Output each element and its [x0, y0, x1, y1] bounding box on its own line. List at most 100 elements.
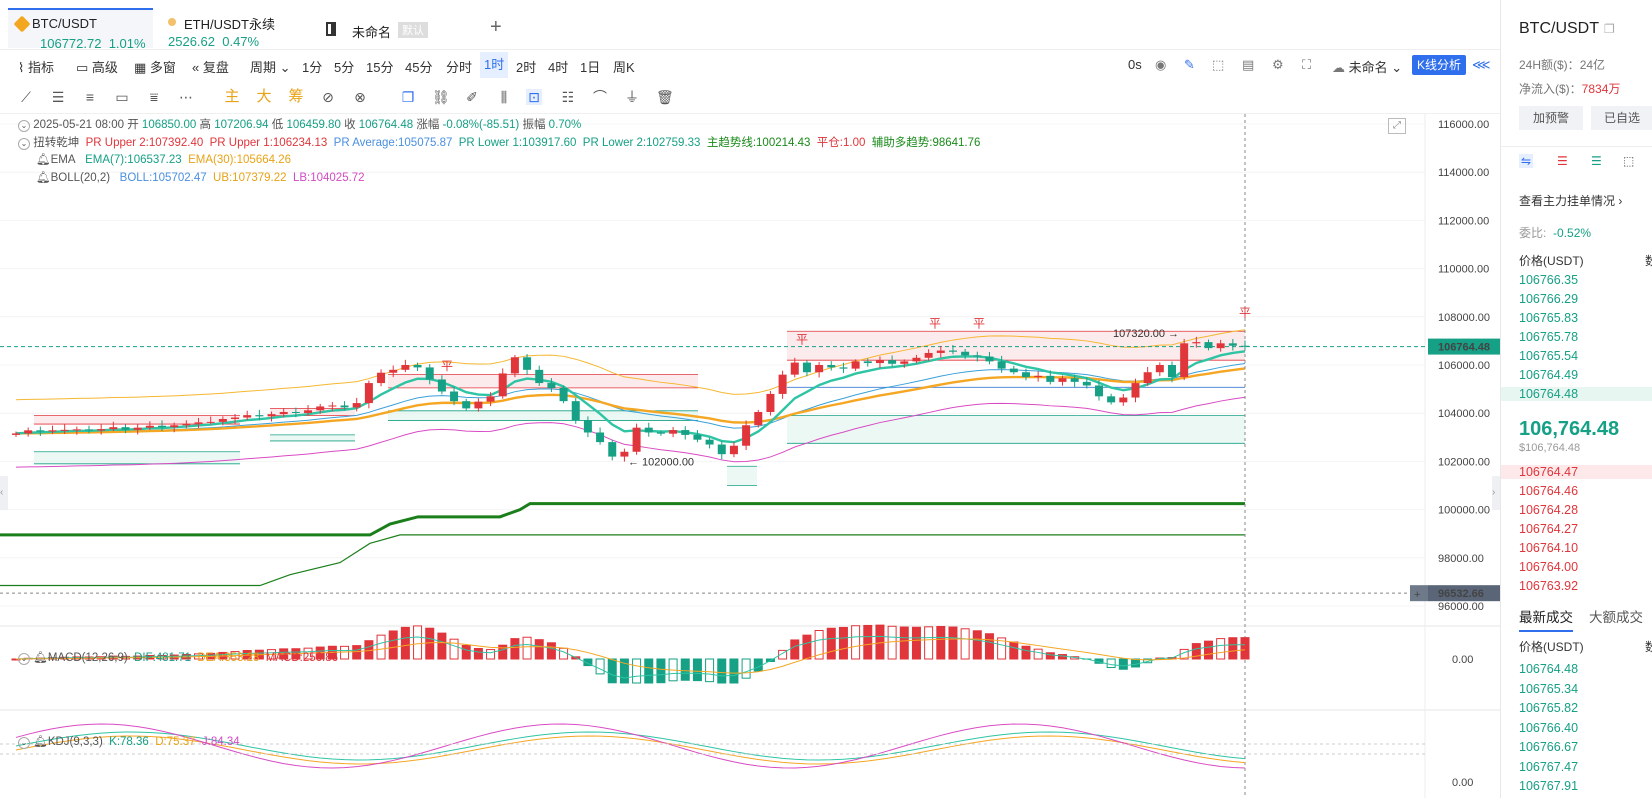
fibonacci-icon[interactable]: ⩸: [149, 89, 159, 105]
bid-row[interactable]: 106764.47: [1501, 465, 1652, 479]
timeframe-1h[interactable]: 1时: [480, 52, 509, 78]
chip-distribution-button[interactable]: 筹: [288, 88, 304, 105]
left-collapse-handle[interactable]: ‹: [0, 476, 8, 510]
share-icon[interactable]: ⋘: [1472, 57, 1491, 72]
bid-row[interactable]: 106764.00: [1519, 560, 1579, 574]
tab-eth-usdt-perp[interactable]: ETH/USDT永续 2526.62 0.47%: [160, 8, 310, 49]
more-tools-icon[interactable]: ⋯: [179, 89, 193, 105]
camera-icon[interactable]: ◉: [1155, 57, 1167, 72]
tab-layout-name: 未命名: [352, 25, 392, 40]
timeframe-week[interactable]: 周K: [613, 60, 635, 75]
timeframe-15m[interactable]: 15分: [366, 60, 394, 75]
replay-button[interactable]: « 复盘: [192, 60, 229, 75]
collapse-icon[interactable]: ⌄: [18, 120, 30, 132]
collapse-icon[interactable]: ⌄: [18, 653, 30, 665]
trade-row[interactable]: 106764.48: [1519, 662, 1579, 676]
bell-icon[interactable]: 🔔︎: [36, 172, 51, 184]
timeframe-time[interactable]: 分时: [446, 60, 473, 75]
ask-row[interactable]: 106765.83: [1519, 311, 1579, 325]
trade-row[interactable]: 106767.47: [1519, 759, 1579, 774]
lock-icon[interactable]: ⊡: [526, 89, 542, 105]
fullscreen-icon[interactable]: ⛶: [1302, 57, 1312, 72]
link-icon[interactable]: ⛓: [432, 89, 450, 105]
tab-btc-usdt[interactable]: BTC/USDT 106772.72 1.01%: [8, 8, 153, 51]
ask-row[interactable]: 106766.29: [1519, 292, 1579, 306]
kline-analysis-button[interactable]: K线分析: [1412, 55, 1467, 75]
add-tab-icon[interactable]: +: [490, 16, 502, 38]
main-force-button[interactable]: 主: [224, 88, 240, 105]
candle-body: [316, 406, 325, 411]
bid-row[interactable]: 106763.92: [1519, 579, 1579, 593]
candle-body: [1167, 365, 1176, 378]
ask-row[interactable]: 106764.48: [1501, 387, 1652, 401]
orderbook-asks-icon[interactable]: ☰: [1557, 154, 1568, 168]
trash-icon[interactable]: 🗑: [656, 89, 674, 105]
bid-row[interactable]: 106764.10: [1519, 541, 1579, 555]
indicator-icon: ⌇: [18, 60, 25, 75]
bid-row[interactable]: 106764.27: [1519, 522, 1579, 536]
orderbook-both-icon[interactable]: ⇋: [1519, 154, 1534, 168]
indicators-button[interactable]: ⌇ 指标: [18, 60, 54, 75]
order-icon[interactable]: ☷: [561, 89, 575, 105]
multiwindow-button[interactable]: ▦ 多窗: [134, 60, 176, 75]
timeframe-1m[interactable]: 1分: [302, 60, 323, 75]
timeframe-45m[interactable]: 45分: [405, 60, 433, 75]
rectangle-icon[interactable]: ▭: [115, 89, 129, 105]
orderbook-bids-icon[interactable]: ☰: [1591, 154, 1602, 168]
magnet-icon[interactable]: ⌒: [593, 89, 607, 105]
candles-icon[interactable]: ⫼: [500, 89, 508, 105]
trade-row[interactable]: 106765.34: [1519, 681, 1579, 696]
macd-bar: [473, 647, 483, 660]
latest-trades-tab[interactable]: 最新成交: [1519, 606, 1573, 632]
indicator-edit-icon[interactable]: ⊘: [322, 89, 334, 105]
large-order-button[interactable]: 大: [256, 88, 272, 105]
trade-row[interactable]: 106766.67: [1519, 740, 1579, 754]
copy-symbol-icon[interactable]: ❐: [1604, 22, 1615, 36]
advanced-button[interactable]: ▭ 高级: [76, 60, 118, 75]
layout-cloud-dropdown[interactable]: ☁ 未命名 ⌄: [1332, 60, 1403, 75]
collapse-icon[interactable]: ⌄: [18, 737, 30, 749]
period-dropdown[interactable]: 周期 ⌄: [250, 60, 291, 75]
macd-bar: [1216, 638, 1226, 660]
trade-row[interactable]: 106766.40: [1519, 720, 1579, 735]
big-trades-tab[interactable]: 大额成交: [1589, 610, 1643, 625]
trade-row[interactable]: 106765.82: [1519, 701, 1579, 715]
ask-row[interactable]: 106765.78: [1519, 330, 1579, 344]
brush-icon[interactable]: ✐: [466, 89, 478, 105]
right-collapse-handle[interactable]: ›: [1492, 476, 1500, 510]
ask-row[interactable]: 106766.35: [1519, 273, 1579, 287]
add-alert-button[interactable]: 加预警: [1519, 106, 1583, 130]
trendline-icon[interactable]: ⟋: [21, 89, 31, 105]
timeframe-2h[interactable]: 2时: [516, 60, 537, 75]
parallel-channel-icon[interactable]: ≡: [85, 89, 95, 105]
candle-body: [729, 445, 738, 455]
orderbook-settings-icon[interactable]: ⬚: [1623, 154, 1635, 168]
ask-row[interactable]: 106764.49: [1519, 368, 1579, 382]
timeframe-1d[interactable]: 1日: [580, 60, 601, 75]
calculator-icon[interactable]: ▤: [1242, 57, 1255, 72]
expand-chart-icon[interactable]: ⤢: [1388, 118, 1406, 134]
ask-row[interactable]: 106765.54: [1519, 349, 1579, 363]
kdj-legend: ⌄ 🔔︎KDJ(9,3,3) K:78.36 D:75.37 J:84.34: [18, 734, 240, 749]
bid-row[interactable]: 106764.28: [1519, 503, 1579, 517]
timeframe-4h[interactable]: 4时: [548, 60, 569, 75]
share-chart-icon[interactable]: ⬚: [1212, 57, 1225, 72]
watchlist-button[interactable]: 已自选: [1591, 106, 1652, 130]
bell-icon[interactable]: 🔔︎: [33, 736, 48, 748]
timeframe-5m[interactable]: 5分: [334, 60, 355, 75]
tab-unnamed-layout[interactable]: 未命名 默认: [318, 8, 468, 48]
trade-row[interactable]: 106767.91: [1519, 779, 1579, 793]
bell-icon[interactable]: 🔔︎: [36, 154, 51, 166]
filter-icon[interactable]: ⏚: [625, 89, 639, 105]
view-main-orders-link[interactable]: 查看主力挂单情况 ›: [1519, 194, 1623, 208]
pencil-icon[interactable]: ✎: [1184, 57, 1195, 72]
bid-row[interactable]: 106764.46: [1519, 484, 1579, 498]
horizontal-lines-icon[interactable]: ☰: [51, 89, 65, 105]
collapse-icon[interactable]: ⌄: [18, 138, 30, 150]
hide-drawing-icon[interactable]: ⊗: [354, 89, 366, 105]
macd-bar: [1021, 645, 1031, 660]
settings-gear-icon[interactable]: ⚙: [1272, 57, 1284, 72]
copy-icon[interactable]: ❐: [401, 89, 415, 105]
bell-icon[interactable]: 🔔︎: [33, 652, 48, 664]
